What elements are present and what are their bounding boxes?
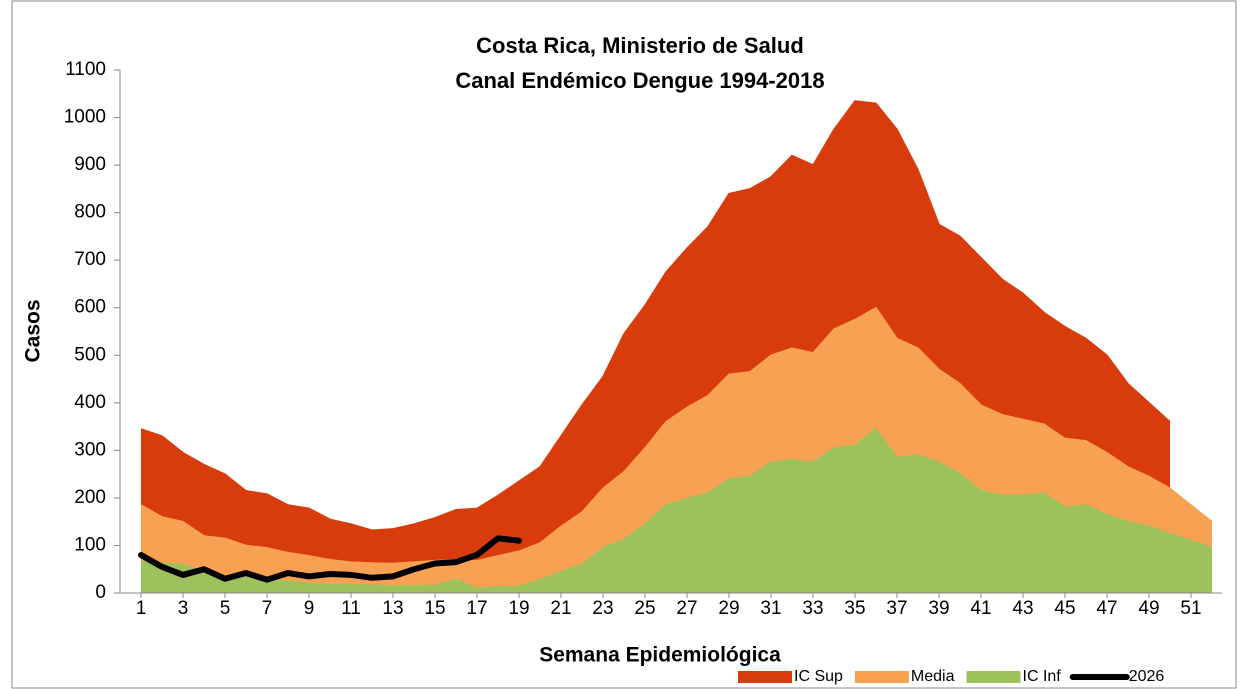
x-tick-label: 13 xyxy=(382,598,403,619)
y-tick-label: 900 xyxy=(74,154,106,175)
x-tick-label: 11 xyxy=(341,598,361,619)
area-fill xyxy=(141,428,1212,593)
x-tick-label: 49 xyxy=(1138,598,1159,619)
x-tick-label: 25 xyxy=(634,598,655,619)
frame xyxy=(11,0,1237,689)
x-tick-label: 45 xyxy=(1054,598,1075,619)
area-edge xyxy=(140,306,1213,565)
legend-swatch xyxy=(738,671,792,683)
legend-label: IC Inf xyxy=(1023,668,1062,685)
x-tick-label: 35 xyxy=(844,598,865,619)
x-tick-label: 39 xyxy=(928,598,949,619)
y-tick-label: 200 xyxy=(74,487,106,508)
y-tick-label: 700 xyxy=(74,249,106,270)
x-tick-label: 27 xyxy=(676,598,697,619)
x-tick-label: 5 xyxy=(220,598,231,619)
x-tick-label: 15 xyxy=(424,598,445,619)
x-tick-label: 3 xyxy=(178,598,189,619)
y-tick-label: 800 xyxy=(74,202,106,223)
y-tick-label: 1000 xyxy=(64,107,106,128)
y-tick-label: 400 xyxy=(74,392,106,413)
legend-label: IC Sup xyxy=(794,668,843,685)
x-tick-label: 47 xyxy=(1096,598,1117,619)
y-tick-label: 1100 xyxy=(65,59,106,80)
x-tick-label: 19 xyxy=(508,598,529,619)
x-tick-label: 51 xyxy=(1180,598,1201,619)
x-tick-label: 21 xyxy=(550,598,571,619)
y-tick-label: 300 xyxy=(74,439,106,460)
plot xyxy=(120,100,1222,594)
legend-swatch xyxy=(966,671,1021,683)
area-edge xyxy=(140,100,1171,531)
chart-subtitle: Canal Endémico Dengue 1994-2018 xyxy=(455,68,824,93)
area-edge xyxy=(140,427,1213,590)
legend-label: 2026 xyxy=(1129,668,1165,685)
x-tick-label: 7 xyxy=(262,598,273,619)
x-tick-label: 23 xyxy=(592,598,613,619)
y-axis-label: Casos xyxy=(22,299,45,362)
x-axis-label: Semana Epidemiológica xyxy=(539,644,781,667)
x-tick-label: 9 xyxy=(304,598,315,619)
y-tick-label: 0 xyxy=(95,582,106,603)
x-tick-label: 29 xyxy=(718,598,739,619)
chart-title: Costa Rica, Ministerio de Salud xyxy=(476,33,804,58)
x-tick-label: 37 xyxy=(886,598,907,619)
legend-swatch xyxy=(854,671,909,683)
y-tick-label: 600 xyxy=(74,297,106,318)
y-tick-label: 500 xyxy=(74,344,106,365)
x-tick-label: 41 xyxy=(970,598,991,619)
y-tick-label: 100 xyxy=(74,534,106,555)
legend-label: Media xyxy=(911,668,955,685)
x-tick-label: 1 xyxy=(136,598,147,619)
line xyxy=(138,535,522,583)
x-tick-label: 17 xyxy=(466,598,487,619)
x-tick-label: 33 xyxy=(802,598,823,619)
x-tick-label: 31 xyxy=(760,598,781,619)
x-tick-label: 43 xyxy=(1012,598,1033,619)
